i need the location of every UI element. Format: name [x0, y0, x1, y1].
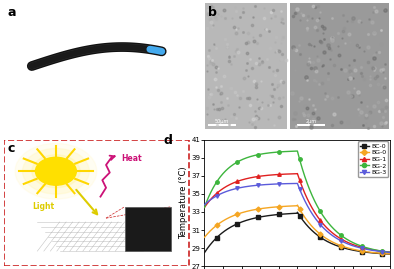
Bar — [208, 124, 236, 126]
Bar — [205, 3, 287, 129]
Circle shape — [32, 155, 80, 188]
Circle shape — [35, 157, 76, 185]
Text: 50μm: 50μm — [215, 119, 229, 124]
Text: b: b — [208, 6, 217, 19]
Legend: BC-0, BG-0, BG-1, BG-2, BG-3: BC-0, BG-0, BG-1, BG-2, BG-3 — [358, 141, 388, 177]
Text: 2μm: 2μm — [306, 119, 317, 124]
Bar — [297, 124, 325, 126]
Bar — [290, 3, 389, 129]
Circle shape — [22, 148, 89, 194]
Text: d: d — [164, 134, 173, 147]
Text: a: a — [7, 6, 16, 19]
Y-axis label: Temperature (°C): Temperature (°C) — [180, 167, 188, 239]
Text: Heat: Heat — [121, 154, 141, 163]
Text: c: c — [7, 142, 15, 155]
Circle shape — [15, 143, 97, 199]
Bar — [125, 207, 171, 251]
Text: Light: Light — [32, 202, 54, 211]
